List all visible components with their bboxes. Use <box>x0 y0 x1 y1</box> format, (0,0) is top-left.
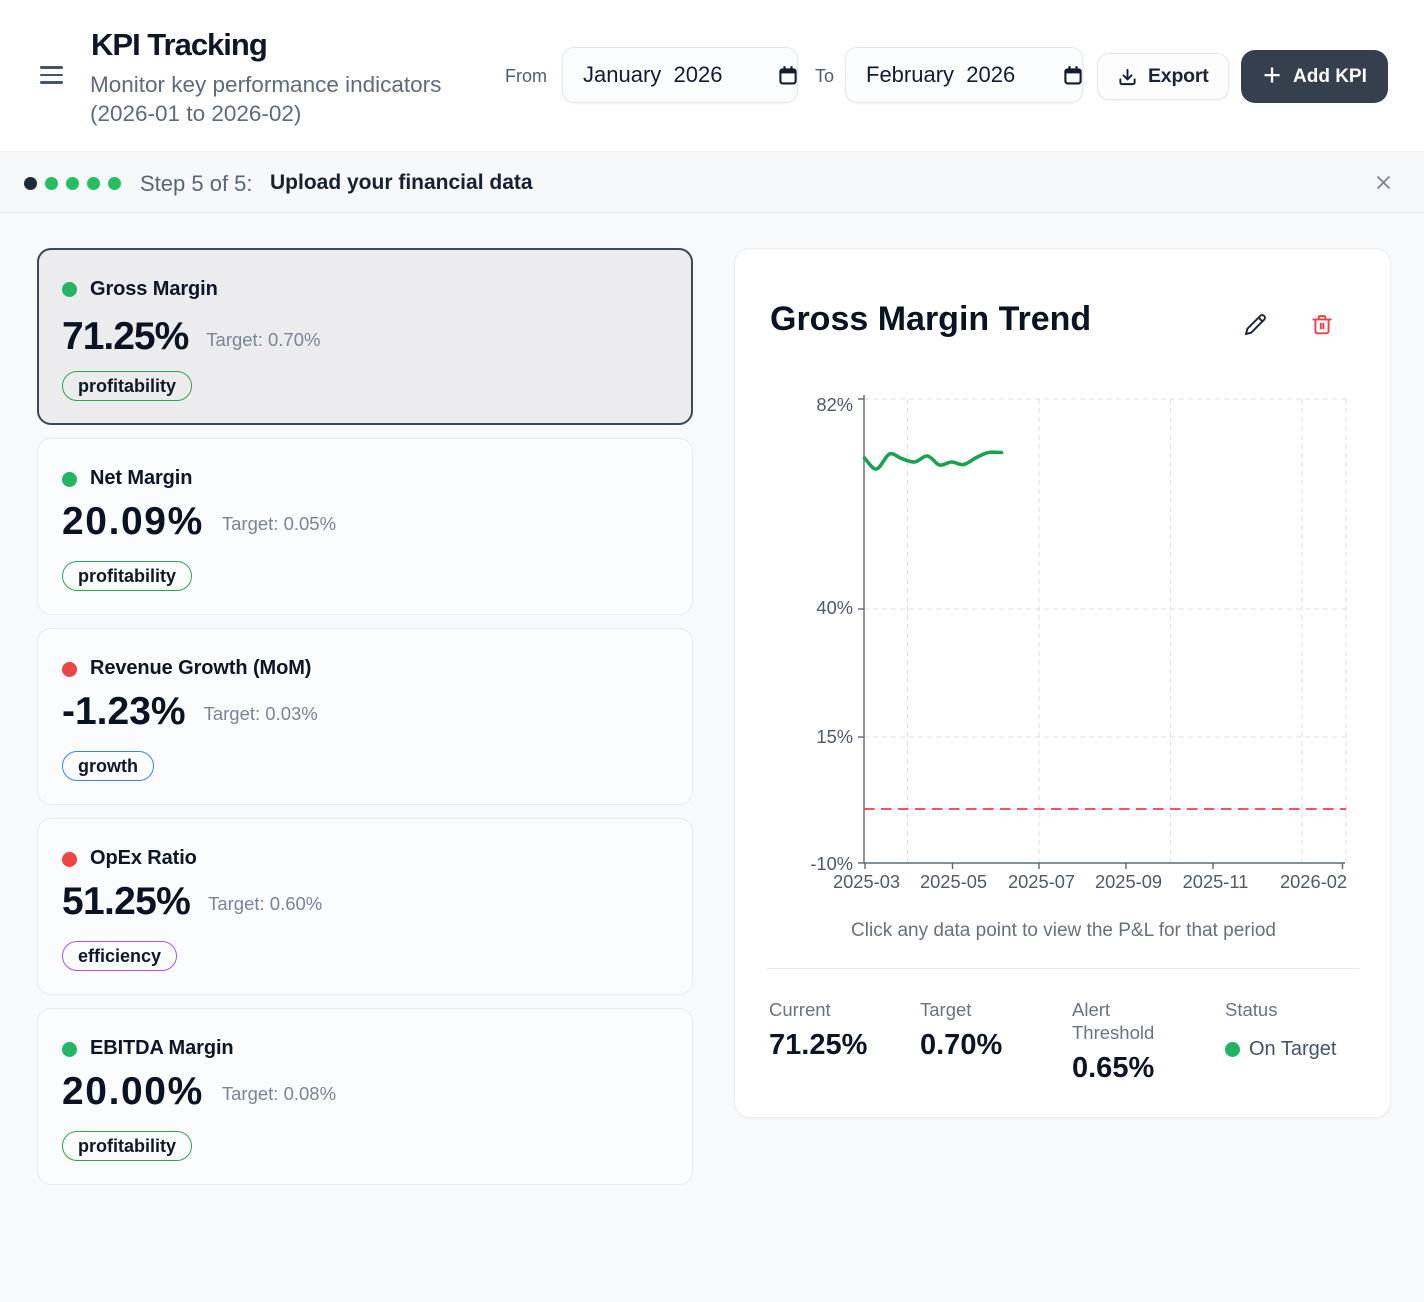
svg-text:82%: 82% <box>816 394 853 415</box>
svg-text:40%: 40% <box>816 597 853 618</box>
svg-text:2025-11: 2025-11 <box>1183 871 1249 892</box>
svg-text:2025-09: 2025-09 <box>1095 871 1162 892</box>
svg-text:2025-07: 2025-07 <box>1008 871 1075 892</box>
svg-text:2026-02: 2026-02 <box>1280 871 1347 892</box>
svg-text:2025-05: 2025-05 <box>920 871 987 892</box>
svg-text:-10%: -10% <box>810 853 853 874</box>
svg-text:15%: 15% <box>816 726 853 747</box>
svg-text:2025-03: 2025-03 <box>833 871 900 892</box>
